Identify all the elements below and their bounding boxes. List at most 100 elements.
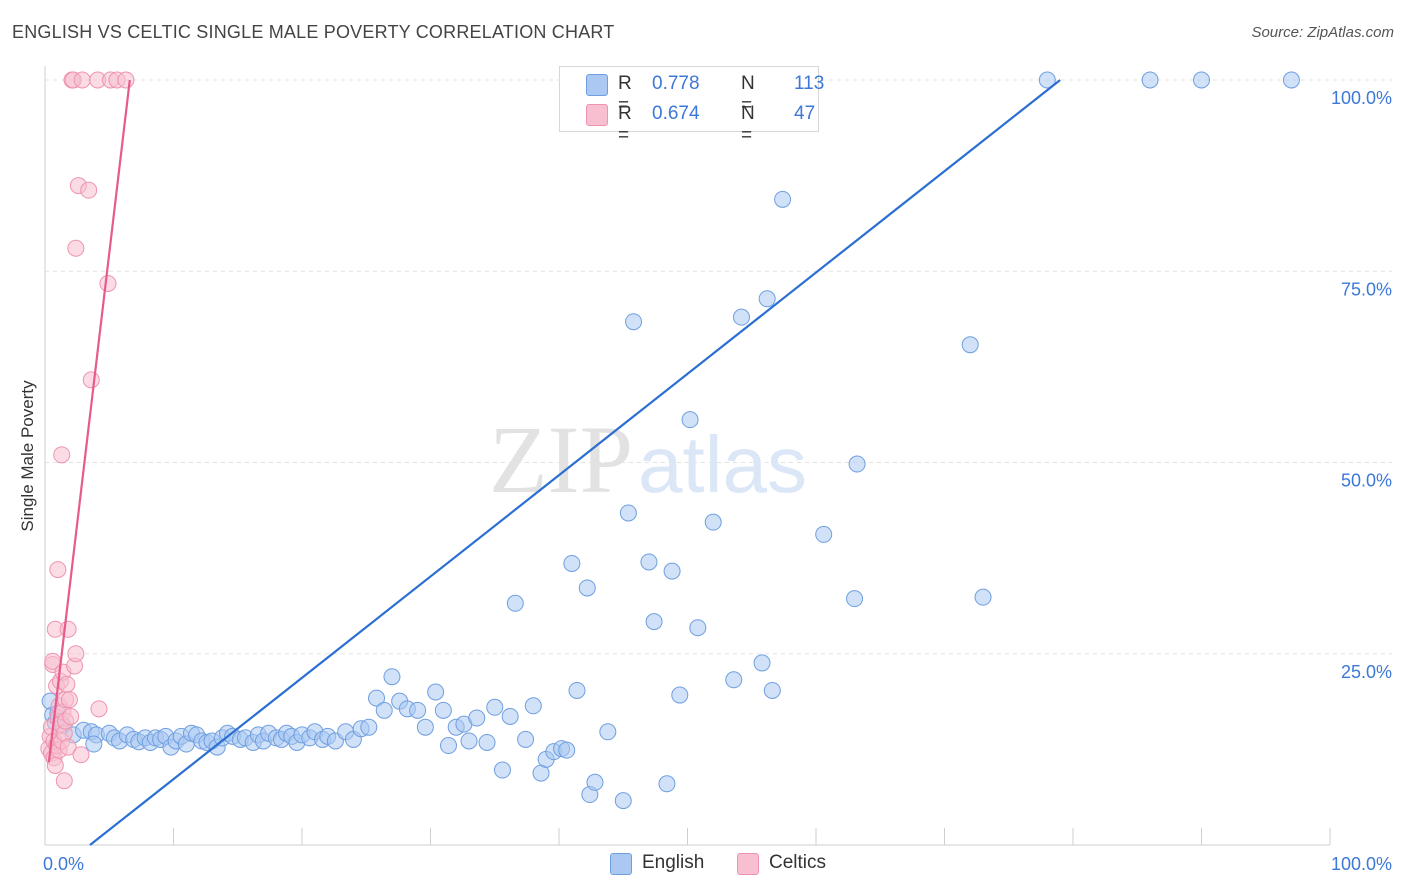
english-point	[558, 741, 576, 759]
english-point	[434, 701, 452, 719]
y-tick-label: 75.0%	[1341, 279, 1392, 299]
legend-label-celtics: Celtics	[769, 852, 827, 873]
english-point	[383, 668, 401, 686]
r-label: R =	[618, 73, 632, 116]
english-point	[439, 737, 457, 755]
english-point	[563, 554, 581, 572]
series-legend: English Celtics	[0, 851, 1406, 879]
english-point	[640, 553, 658, 571]
english-point	[681, 411, 699, 429]
english-point	[524, 697, 542, 715]
watermark: ZIP atlas	[489, 406, 807, 513]
celtics-point	[80, 181, 98, 199]
n-value: 47	[794, 103, 816, 124]
celtics-point	[49, 561, 67, 579]
english-point	[578, 579, 596, 597]
y-tick-label: 25.0%	[1341, 662, 1392, 682]
english-point	[468, 709, 486, 727]
celtics-point	[55, 772, 73, 790]
celtics-point	[67, 239, 85, 257]
english-point	[460, 732, 478, 750]
english-point	[493, 761, 511, 779]
celtics-point	[72, 746, 90, 764]
legend-label-english: English	[642, 852, 705, 873]
english-point	[375, 701, 393, 719]
english-point	[85, 735, 103, 753]
english-point	[427, 683, 445, 701]
celtics-trend-line	[47, 79, 131, 763]
english-point	[753, 654, 771, 672]
tick-labels: 25.0% 50.0% 75.0% 100.0% 0.0% 100.0%	[43, 88, 1392, 874]
english-point	[501, 707, 519, 725]
english-point	[663, 562, 681, 580]
english-point	[478, 733, 496, 751]
english-point	[586, 773, 604, 791]
watermark-atlas: atlas	[638, 420, 807, 509]
english-trend-line	[89, 79, 1061, 846]
source-label: Source: ZipAtlas.com	[1251, 24, 1394, 41]
english-point	[815, 525, 833, 543]
celtics-point	[62, 707, 80, 725]
n-value: 113	[794, 73, 825, 94]
r-value: 0.778	[652, 73, 700, 94]
celtics-swatch	[586, 104, 608, 126]
english-point	[689, 619, 707, 637]
english-point	[619, 504, 637, 522]
english-point	[763, 681, 781, 699]
n-label: N =	[741, 103, 755, 146]
celtics-point	[117, 71, 135, 89]
english-point	[360, 718, 378, 736]
chart-title: ENGLISH VS CELTIC SINGLE MALE POVERTY CO…	[12, 22, 615, 42]
english-point	[517, 730, 535, 748]
celtics-point	[53, 446, 71, 464]
celtics-point	[59, 738, 77, 756]
y-tick-label: 50.0%	[1341, 471, 1392, 491]
n-label: N =	[741, 73, 755, 116]
english-point	[961, 336, 979, 354]
english-point	[568, 681, 586, 699]
english-point	[614, 792, 632, 810]
celtics-point	[58, 675, 76, 693]
english-point	[409, 701, 427, 719]
celtics-point	[82, 371, 100, 389]
y-tick-label: 100.0%	[1331, 88, 1392, 108]
english-swatch	[586, 74, 608, 96]
x-tick-label: 0.0%	[43, 854, 84, 874]
celtics-point	[60, 691, 78, 709]
english-point	[486, 698, 504, 716]
stats-legend: R = 0.778 N = 113 R = 0.674 N = 47	[559, 66, 824, 146]
english-point	[732, 308, 750, 326]
english-point	[599, 723, 617, 741]
celtics-point	[90, 700, 108, 718]
english-point	[671, 686, 689, 704]
english-point	[846, 590, 864, 608]
celtics-point	[99, 274, 117, 292]
x-tick-label: 100.0%	[1331, 854, 1392, 874]
celtics-point	[59, 620, 77, 638]
r-value: 0.674	[652, 103, 700, 124]
watermark-zip: ZIP	[489, 406, 633, 513]
english-point	[758, 290, 776, 308]
english-point	[416, 718, 434, 736]
celtics-swatch	[737, 853, 759, 875]
english-point	[658, 775, 676, 793]
english-point	[1038, 71, 1056, 89]
english-point	[368, 689, 386, 707]
scatter-points	[40, 71, 1300, 810]
english-point	[506, 594, 524, 612]
english-point	[774, 190, 792, 208]
english-swatch	[610, 853, 632, 875]
english-point	[1141, 71, 1159, 89]
english-point	[645, 613, 663, 631]
english-point	[848, 455, 866, 473]
english-point	[725, 671, 743, 689]
y-axis-label: Single Male Poverty	[18, 380, 37, 532]
r-label: R =	[618, 103, 632, 146]
english-point	[704, 513, 722, 531]
celtics-point	[73, 71, 91, 89]
english-point	[625, 313, 643, 331]
english-point	[1282, 71, 1300, 89]
english-point	[974, 588, 992, 606]
trend-lines	[47, 79, 1061, 846]
